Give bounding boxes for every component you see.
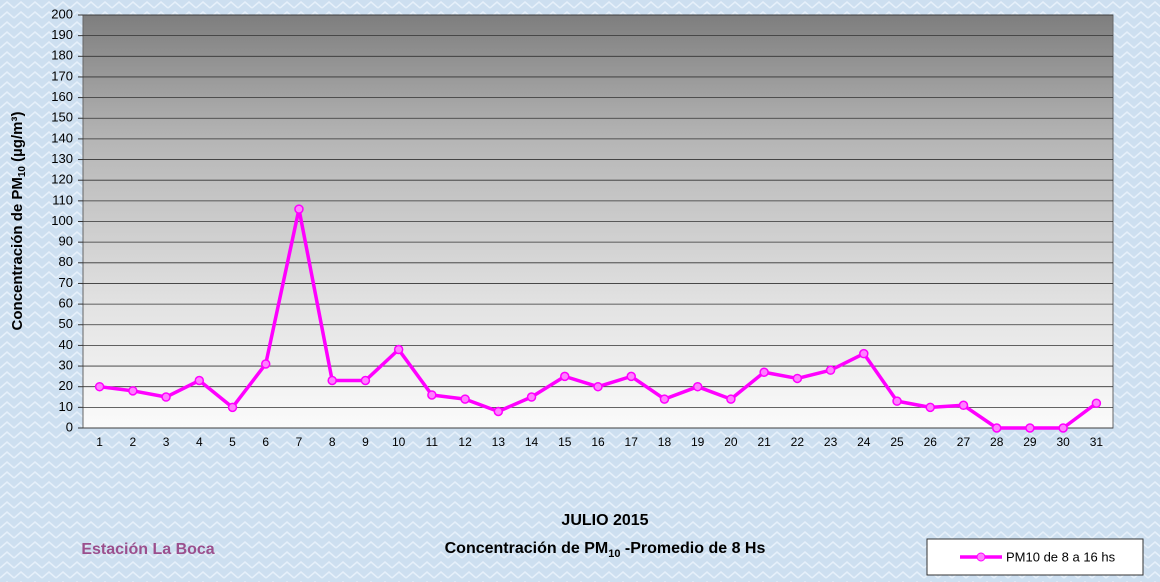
y-tick-label: 170 bbox=[51, 68, 73, 83]
x-tick-label: 17 bbox=[625, 435, 639, 449]
legend-marker bbox=[977, 553, 985, 561]
data-point bbox=[760, 368, 768, 376]
x-tick-label: 5 bbox=[229, 435, 236, 449]
x-tick-label: 10 bbox=[392, 435, 406, 449]
x-tick-label: 14 bbox=[525, 435, 539, 449]
x-tick-label: 20 bbox=[724, 435, 738, 449]
x-tick-label: 3 bbox=[163, 435, 170, 449]
y-tick-label: 90 bbox=[59, 234, 73, 249]
x-tick-label: 27 bbox=[957, 435, 971, 449]
x-tick-label: 1 bbox=[96, 435, 103, 449]
data-point bbox=[660, 395, 668, 403]
data-point bbox=[162, 393, 170, 401]
chart-subtitle: Concentración de PM10 -Promedio de 8 Hs bbox=[445, 540, 766, 560]
data-point bbox=[627, 372, 635, 380]
x-tick-label: 6 bbox=[262, 435, 269, 449]
y-tick-label: 160 bbox=[51, 89, 73, 104]
x-tick-label: 19 bbox=[691, 435, 705, 449]
x-tick-label: 9 bbox=[362, 435, 369, 449]
data-point bbox=[494, 407, 502, 415]
data-point bbox=[96, 383, 104, 391]
x-tick-label: 13 bbox=[492, 435, 506, 449]
data-point bbox=[594, 383, 602, 391]
x-tick-label: 18 bbox=[658, 435, 672, 449]
y-tick-label: 200 bbox=[51, 6, 73, 21]
y-tick-label: 0 bbox=[66, 419, 73, 434]
x-tick-label: 16 bbox=[591, 435, 605, 449]
data-point bbox=[827, 366, 835, 374]
x-tick-label: 11 bbox=[426, 435, 439, 449]
y-tick-label: 110 bbox=[52, 192, 73, 207]
data-point bbox=[959, 401, 967, 409]
x-tick-label: 2 bbox=[129, 435, 136, 449]
y-tick-label: 190 bbox=[51, 27, 73, 42]
x-tick-label: 4 bbox=[196, 435, 203, 449]
y-tick-label: 180 bbox=[51, 48, 73, 63]
y-tick-label: 80 bbox=[59, 254, 73, 269]
y-tick-label: 10 bbox=[59, 399, 73, 414]
x-tick-label: 15 bbox=[558, 435, 572, 449]
y-tick-label: 20 bbox=[59, 378, 73, 393]
x-tick-label: 28 bbox=[990, 435, 1004, 449]
chart-title: JULIO 2015 bbox=[561, 512, 648, 529]
data-point bbox=[926, 403, 934, 411]
x-tick-label: 29 bbox=[1023, 435, 1037, 449]
y-tick-label: 100 bbox=[51, 213, 73, 228]
data-point bbox=[195, 377, 203, 385]
data-point bbox=[428, 391, 436, 399]
x-tick-label: 22 bbox=[791, 435, 805, 449]
y-tick-label: 150 bbox=[51, 110, 73, 125]
x-tick-label: 23 bbox=[824, 435, 838, 449]
x-tick-label: 12 bbox=[458, 435, 472, 449]
chart: Concentración de PM10 (µg/m³) JULIO 2015… bbox=[0, 0, 1160, 582]
y-tick-label: 40 bbox=[59, 337, 73, 352]
station-label: Estación La Boca bbox=[81, 541, 214, 558]
data-point bbox=[1059, 424, 1067, 432]
data-point bbox=[727, 395, 735, 403]
x-tick-label: 7 bbox=[296, 435, 303, 449]
y-tick-label: 30 bbox=[59, 357, 73, 372]
data-point bbox=[461, 395, 469, 403]
y-tick-label: 140 bbox=[51, 130, 73, 145]
y-tick-label: 130 bbox=[51, 151, 73, 166]
data-point bbox=[793, 374, 801, 382]
data-point bbox=[893, 397, 901, 405]
data-point bbox=[328, 377, 336, 385]
y-tick-label: 60 bbox=[59, 296, 73, 311]
x-tick-label: 24 bbox=[857, 435, 871, 449]
data-point bbox=[860, 350, 868, 358]
data-point bbox=[395, 346, 403, 354]
legend-label: PM10 de 8 a 16 hs bbox=[1006, 549, 1116, 564]
data-point bbox=[1026, 424, 1034, 432]
y-axis-label: Concentración de PM10 (µg/m³) bbox=[9, 112, 28, 331]
x-tick-label: 26 bbox=[924, 435, 938, 449]
y-tick-label: 70 bbox=[59, 275, 73, 290]
x-tick-label: 21 bbox=[757, 435, 771, 449]
data-point bbox=[993, 424, 1001, 432]
data-point bbox=[528, 393, 536, 401]
data-point bbox=[295, 205, 303, 213]
data-point bbox=[361, 377, 369, 385]
data-point bbox=[1092, 399, 1100, 407]
x-tick-label: 31 bbox=[1090, 435, 1104, 449]
y-tick-label: 120 bbox=[51, 172, 73, 187]
y-tick-label: 50 bbox=[59, 316, 73, 331]
data-point bbox=[229, 403, 237, 411]
x-tick-label: 25 bbox=[890, 435, 904, 449]
x-tick-label: 8 bbox=[329, 435, 336, 449]
x-tick-label: 30 bbox=[1056, 435, 1070, 449]
data-point bbox=[561, 372, 569, 380]
data-point bbox=[694, 383, 702, 391]
data-point bbox=[129, 387, 137, 395]
data-point bbox=[262, 360, 270, 368]
